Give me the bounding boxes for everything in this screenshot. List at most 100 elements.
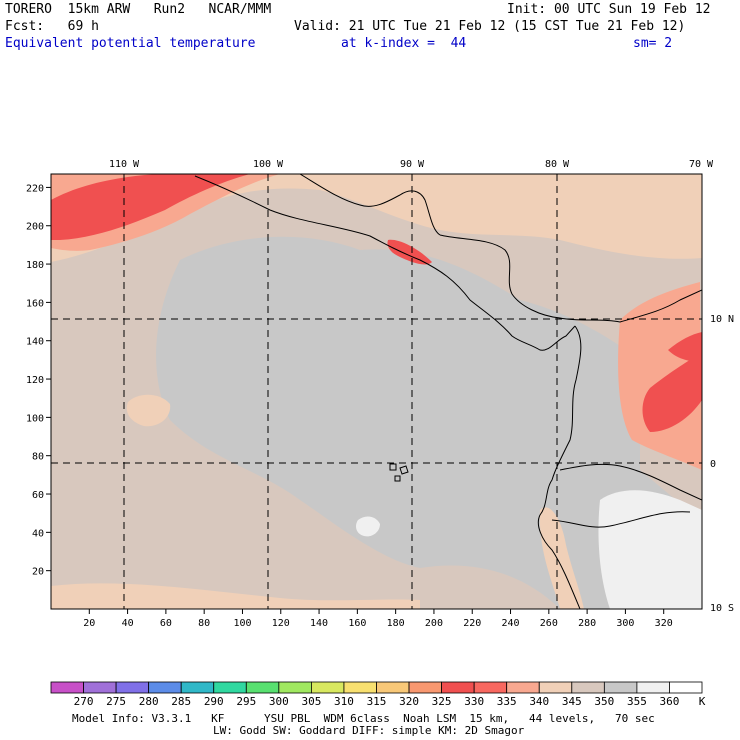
colorbar-label: 330: [464, 695, 484, 708]
y-tick-label: 140: [26, 337, 44, 348]
field-region-grey: [156, 236, 701, 609]
model-run: Run2: [153, 2, 186, 17]
colorbar: [50, 681, 703, 694]
colorbar-swatch: [213, 681, 247, 694]
map-field: [51, 174, 702, 609]
colorbar-label: 315: [367, 695, 387, 708]
field-band-salmon-ne: [618, 282, 702, 470]
x-tick-label: 20: [83, 618, 95, 629]
colorbar-label: 280: [139, 695, 159, 708]
field-hot-ne: [668, 332, 702, 362]
coastlines: [194, 174, 702, 609]
lon-label: 80 W: [545, 159, 570, 170]
lon-label: 110 W: [109, 159, 140, 170]
coast-mexico-central-america: [194, 175, 576, 351]
lat-label: 10 N: [710, 314, 734, 325]
x-tick-label: 40: [122, 618, 134, 629]
x-tick-label: 60: [160, 618, 172, 629]
colorbar-swatch: [245, 681, 280, 694]
y-tick-label: 120: [26, 375, 44, 386]
lat-label: 10 S: [710, 603, 734, 614]
map-frame: [50, 173, 703, 610]
colorbar-swatch: [408, 681, 442, 694]
coast-caribbean: [439, 234, 702, 323]
y-ticks: 20 40 60 80 100 120 140 160 180 200 220: [26, 183, 51, 578]
forecast-hours-line: Fcst: 69 h: [5, 20, 99, 34]
border-colombia-ecuador: [559, 463, 702, 501]
galapagos: [389, 463, 409, 482]
field-patch-light-2: [539, 507, 584, 609]
colorbar-swatch: [473, 681, 508, 694]
lon-label: 100 W: [253, 159, 284, 170]
field-hot-e: [642, 352, 702, 432]
y-tick-label: 40: [32, 528, 44, 539]
footer-model-info: Model Info: V3.3.1 KF YSU PBL WDM 6class…: [72, 712, 655, 725]
colorbar-swatch: [506, 681, 540, 694]
colorbar-swatch: [538, 681, 573, 694]
level-index: at k-index = 44: [341, 36, 467, 51]
x-tick-label: 220: [463, 618, 481, 629]
x-tick-label: 300: [616, 618, 634, 629]
colorbar-label: 335: [497, 695, 517, 708]
x-tick-label: 260: [540, 618, 558, 629]
colorbar-label: 305: [301, 695, 321, 708]
colorbar-label: 290: [204, 695, 224, 708]
colorbar-swatch: [571, 681, 605, 694]
colorbar-swatch: [376, 681, 410, 694]
x-ticks: 20 40 60 80 100 120 140 160 180 200 220 240 260 280 30…: [83, 609, 673, 629]
lon-label: 70 W: [689, 159, 714, 170]
forecast-hours: 69 h: [67, 19, 99, 34]
model-name: TORERO: [5, 2, 52, 17]
y-tick-label: 20: [32, 567, 44, 578]
x-tick-label: 80: [198, 618, 210, 629]
colorbar-unit: K: [699, 695, 706, 708]
colorbar-label: 355: [627, 695, 647, 708]
field-band-light-south: [51, 583, 420, 609]
field-cold-patch: [356, 516, 380, 537]
field-name: Equivalent potential temperature: [5, 36, 256, 51]
colorbar-label: 300: [269, 695, 289, 708]
colorbar-swatch: [50, 681, 84, 694]
x-tick-label: 280: [578, 618, 596, 629]
colorbar-label: 295: [236, 695, 256, 708]
colorbar-label: 320: [399, 695, 419, 708]
border-peru: [551, 511, 691, 528]
colorbar-label: 350: [594, 695, 614, 708]
colorbar-swatch: [310, 681, 345, 694]
x-tick-label: 160: [348, 618, 366, 629]
lat-labels: 10 N 0 10 S: [710, 314, 734, 614]
x-tick-label: 320: [655, 618, 673, 629]
smoothing: sm= 2: [633, 36, 673, 51]
lon-labels: 110 W 100 W 90 W 80 W 70 W: [109, 159, 714, 170]
colorbar-label: 310: [334, 695, 354, 708]
lon-label: 90 W: [400, 159, 425, 170]
colorbar-swatch: [603, 681, 638, 694]
field-hot-nw: [51, 174, 250, 240]
colorbar-label: 275: [106, 695, 126, 708]
field-hot-ca: [387, 239, 432, 265]
x-tick-label: 180: [387, 618, 405, 629]
colorbar-label: 270: [74, 695, 94, 708]
y-tick-label: 160: [26, 298, 44, 309]
colorbar-swatch: [636, 681, 670, 694]
y-tick-label: 60: [32, 490, 44, 501]
x-tick-label: 240: [501, 618, 519, 629]
colorbar-swatch: [83, 681, 117, 694]
coast-yucatan: [299, 174, 441, 236]
field-region-grey-2: [290, 296, 421, 403]
init-time: Init: 00 UTC Sun 19 Feb 12: [507, 2, 711, 17]
y-tick-label: 200: [26, 222, 44, 233]
colorbar-swatch: [441, 681, 475, 694]
colorbar-labels: 270 275 280 285 290 295 300 305 310 315 320 325 330 3…: [74, 695, 680, 708]
colorbar-swatch: [115, 681, 150, 694]
coast-south-america-west: [537, 325, 582, 609]
x-tick-label: 100: [233, 618, 251, 629]
colorbar-label: 325: [432, 695, 452, 708]
colorbar-swatch: [148, 681, 182, 694]
y-tick-label: 80: [32, 452, 44, 463]
header-line-1: TORERO 15km ARW Run2 NCAR/MMM: [5, 3, 271, 17]
y-tick-label: 220: [26, 183, 44, 194]
colorbar-swatch: [278, 681, 312, 694]
model-org: NCAR/MMM: [208, 2, 272, 17]
